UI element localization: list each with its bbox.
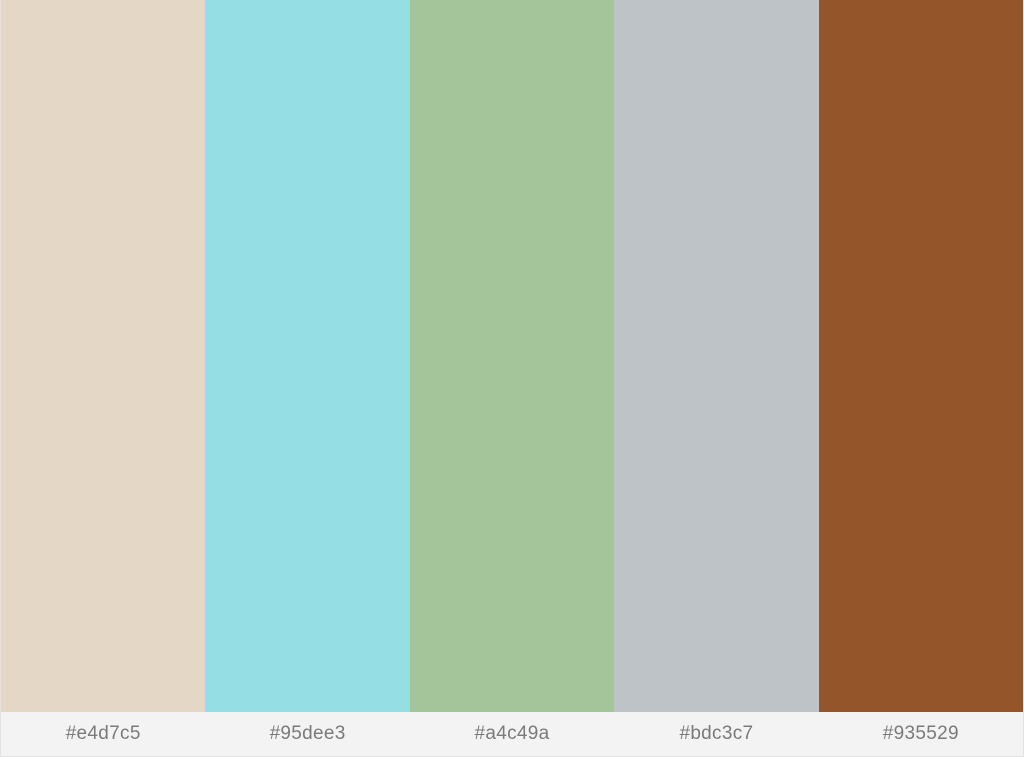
swatch-row [1, 0, 1023, 712]
color-swatch[interactable] [205, 0, 409, 712]
color-swatch[interactable] [1, 0, 205, 712]
color-palette: #e4d7c5 #95dee3 #a4c49a #bdc3c7 #935529 [0, 0, 1024, 757]
hex-label[interactable]: #95dee3 [205, 723, 409, 745]
hex-label[interactable]: #bdc3c7 [614, 723, 818, 745]
hex-label[interactable]: #e4d7c5 [1, 723, 205, 745]
color-swatch[interactable] [614, 0, 818, 712]
hex-label-bar: #e4d7c5 #95dee3 #a4c49a #bdc3c7 #935529 [1, 712, 1023, 756]
color-swatch[interactable] [410, 0, 614, 712]
hex-label[interactable]: #935529 [819, 723, 1023, 745]
color-swatch[interactable] [819, 0, 1023, 712]
hex-label[interactable]: #a4c49a [410, 723, 614, 745]
